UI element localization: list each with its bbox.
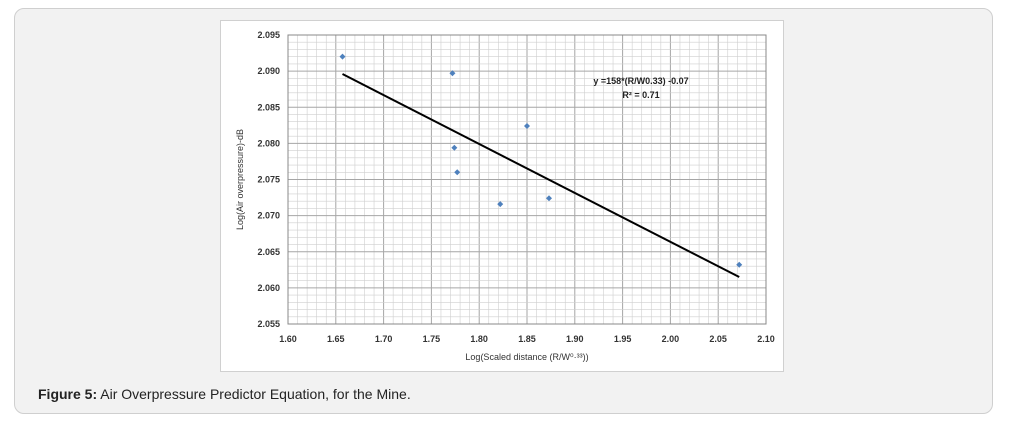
y-tick-label: 2.090 — [257, 66, 280, 76]
y-tick-label: 2.075 — [257, 175, 280, 185]
data-point — [449, 70, 456, 77]
y-tick-label: 2.060 — [257, 283, 280, 293]
trendline — [342, 73, 740, 278]
x-tick-label: 1.85 — [518, 334, 536, 344]
x-tick-label: 1.70 — [375, 334, 393, 344]
x-tick-label: 1.90 — [566, 334, 584, 344]
y-tick-label: 2.070 — [257, 211, 280, 221]
r-squared-label: R² = 0.71 — [622, 90, 659, 100]
x-tick-label: 1.75 — [423, 334, 441, 344]
figure-caption: Figure 5: Air Overpressure Predictor Equ… — [38, 386, 411, 402]
y-tick-label: 2.055 — [257, 319, 280, 329]
trendline-equation: y =158*(R/W0.33) -0.07 — [593, 76, 688, 86]
x-tick-label: 1.80 — [470, 334, 488, 344]
x-tick-label: 2.00 — [662, 334, 680, 344]
data-point — [451, 144, 458, 151]
chart-container: 1.60 1.65 1.70 1.75 1.80 1.85 1.90 1.95 2.00 2.05… — [220, 20, 784, 372]
x-tick-label: 1.60 — [279, 334, 297, 344]
y-tick-label: 2.065 — [257, 247, 280, 257]
caption-text: Air Overpressure Predictor Equation, for… — [97, 386, 411, 402]
data-point — [454, 169, 461, 176]
data-point — [736, 261, 743, 268]
data-point — [524, 123, 530, 130]
data-point — [339, 53, 346, 60]
y-tick-label: 2.095 — [257, 30, 280, 40]
y-axis-label: Log(Air overpressure)-dB — [235, 129, 245, 230]
x-tick-label: 2.05 — [709, 334, 727, 344]
plot-area — [287, 34, 767, 325]
x-tick-label: 2.10 — [757, 334, 775, 344]
y-tick-label: 2.080 — [257, 138, 280, 148]
x-axis-label: Log(Scaled distance (R/W⁰·³³)) — [465, 352, 588, 362]
scatter-chart: 1.60 1.65 1.70 1.75 1.80 1.85 1.90 1.95 2.00 2.05… — [235, 30, 775, 362]
y-tick-label: 2.085 — [257, 102, 280, 112]
x-tick-label: 1.95 — [614, 334, 632, 344]
data-point — [497, 201, 504, 208]
caption-label: Figure 5: — [38, 386, 98, 402]
x-tick-label: 1.65 — [327, 334, 345, 344]
data-point — [545, 195, 552, 202]
